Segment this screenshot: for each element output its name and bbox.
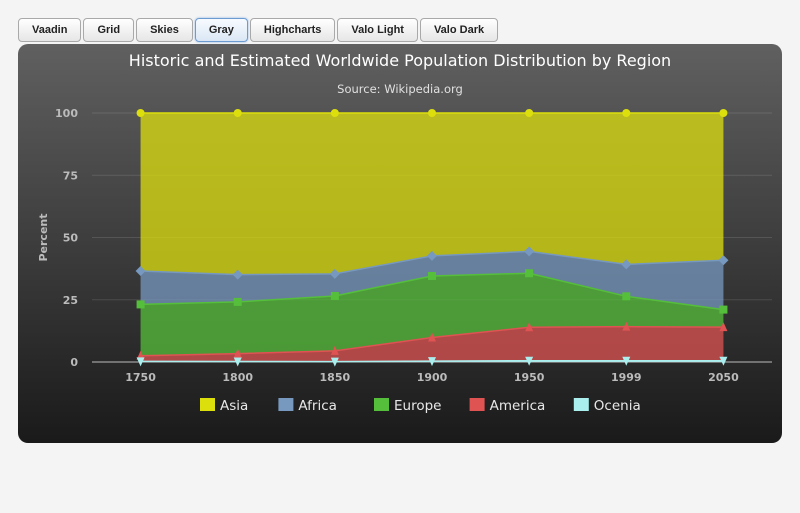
legend-swatch-ocenia [573, 398, 589, 411]
data-point-ocenia [525, 356, 534, 366]
data-point-africa [427, 250, 437, 261]
y-tick-label: 50 [63, 232, 79, 245]
theme-button-valo-dark[interactable]: Valo Dark [419, 18, 499, 42]
data-point-america [428, 332, 436, 342]
x-tick-label: 2050 [708, 371, 739, 384]
legend-item-africa[interactable]: Africa [298, 398, 337, 414]
area-asia [140, 113, 724, 275]
legend-swatch-asia [200, 398, 215, 411]
x-tick-label: 1800 [222, 371, 253, 384]
data-point-europe [719, 305, 728, 314]
theme-toolbar: Vaadin Grid Skies Gray Highcharts Valo L… [18, 18, 499, 42]
y-tick-label: 0 [70, 356, 78, 369]
data-point-africa [718, 255, 729, 266]
chart-panel: Historic and Estimated Worldwide Populat… [18, 44, 782, 443]
data-point-asia [428, 109, 436, 117]
x-tick-label: 1950 [514, 371, 545, 384]
data-point-europe [428, 271, 436, 280]
area-chart: Historic and Estimated Worldwide Populat… [37, 51, 772, 414]
data-point-america [233, 348, 242, 358]
legend-swatch-africa [278, 398, 294, 411]
data-point-ocenia [428, 357, 436, 367]
data-point-america [330, 345, 339, 355]
y-tick-label: 25 [63, 294, 78, 307]
data-point-ocenia [622, 356, 631, 366]
y-tick-label: 100 [55, 107, 78, 120]
data-point-europe [330, 291, 339, 300]
data-point-africa [621, 259, 632, 270]
data-point-asia [719, 109, 728, 117]
legend-item-europe[interactable]: Europe [394, 398, 441, 414]
theme-button-gray[interactable]: Gray [194, 18, 248, 42]
legend-swatch-europe [374, 398, 389, 411]
area-europe [140, 273, 724, 356]
data-point-asia [622, 109, 631, 117]
legend-item-ocenia[interactable]: Ocenia [594, 398, 641, 414]
area-africa [140, 251, 724, 310]
legend-item-america[interactable]: America [490, 398, 546, 414]
data-point-africa [135, 266, 146, 277]
data-point-ocenia [233, 357, 242, 367]
data-point-america [622, 321, 631, 331]
theme-button-skies[interactable]: Skies [136, 18, 193, 42]
x-tick-label: 1750 [125, 371, 156, 384]
data-point-america [525, 322, 534, 332]
x-tick-label: 1999 [611, 371, 642, 384]
data-point-asia [525, 109, 534, 117]
theme-button-valo-light[interactable]: Valo Light [337, 18, 418, 42]
data-point-asia [330, 109, 339, 117]
data-point-asia [233, 109, 242, 117]
x-tick-label: 1900 [417, 371, 448, 384]
data-point-europe [136, 300, 145, 309]
data-point-ocenia [330, 357, 339, 367]
data-point-europe [525, 269, 534, 278]
legend-item-asia[interactable]: Asia [220, 398, 248, 414]
y-tick-label: 75 [63, 169, 78, 182]
data-point-ocenia [719, 356, 728, 366]
x-tick-label: 1850 [320, 371, 351, 384]
data-point-africa [329, 268, 340, 279]
y-axis-title: Percent [37, 213, 50, 261]
data-point-europe [233, 297, 242, 306]
data-point-europe [622, 292, 631, 301]
data-point-africa [524, 246, 535, 257]
chart-title: Historic and Estimated Worldwide Populat… [129, 51, 671, 70]
data-point-asia [136, 109, 145, 117]
theme-button-grid[interactable]: Grid [83, 18, 135, 42]
theme-button-vaadin[interactable]: Vaadin [18, 18, 82, 42]
data-point-ocenia [136, 357, 145, 367]
chart-subtitle: Source: Wikipedia.org [337, 82, 463, 96]
data-point-africa [232, 269, 243, 280]
legend-swatch-america [469, 398, 485, 411]
theme-button-highcharts[interactable]: Highcharts [249, 18, 336, 42]
data-point-america [719, 322, 728, 332]
